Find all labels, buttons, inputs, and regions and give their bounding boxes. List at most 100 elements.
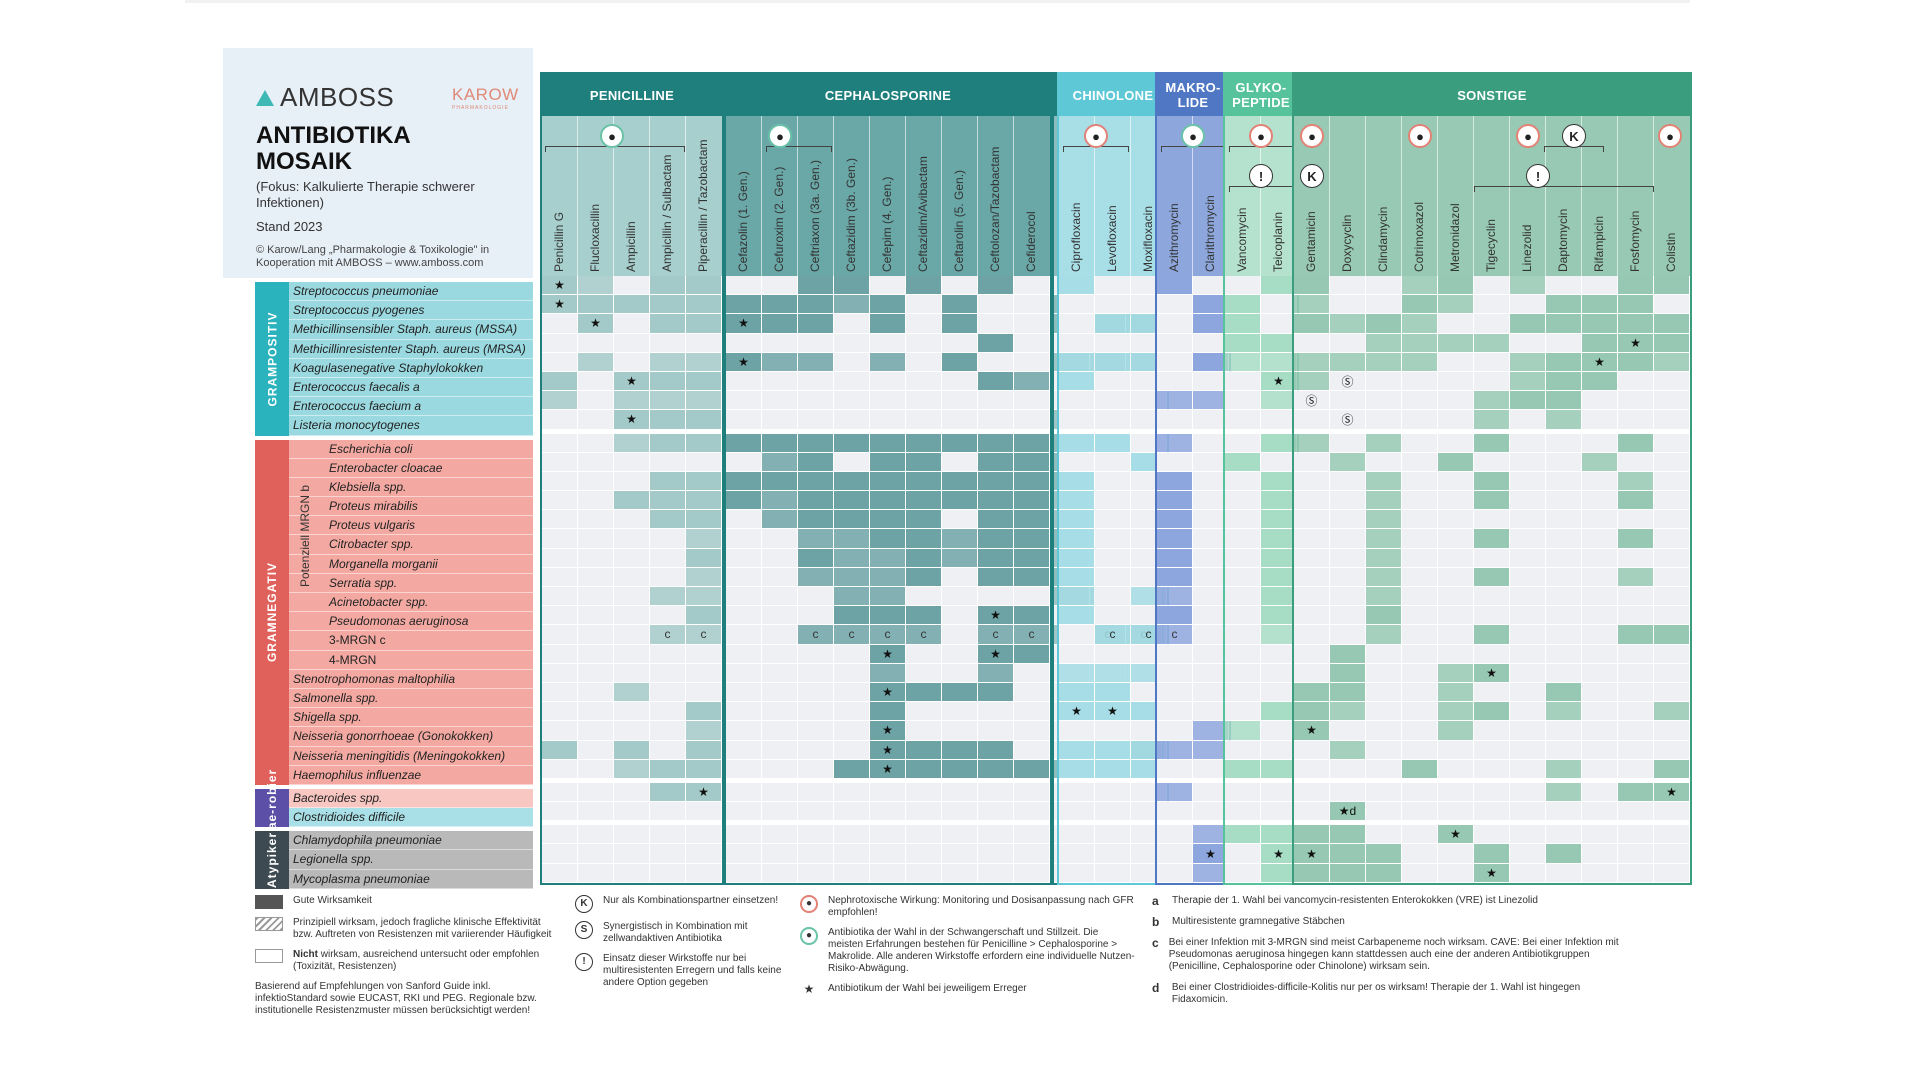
efficacy-cell [1157,759,1193,779]
efficacy-cell [1510,410,1546,430]
column-group-chinolone: CHINOLONE Ciprofloxacin Levofloxacin Moxifl… [1057,72,1169,885]
efficacy-cell [1654,587,1690,607]
efficacy-cell [650,721,686,741]
efficacy-cell [942,333,978,353]
efficacy-cell: c [1095,625,1131,645]
efficacy-cell [942,433,978,453]
efficacy-cell [978,314,1014,334]
efficacy-cell [834,844,870,864]
efficacy-cell [870,587,906,607]
karow-logo: KAROW PHARMAKOLOGIE [452,85,519,111]
efficacy-cell [1438,844,1474,864]
pathogen-label: Klebsiella spp. [289,477,533,498]
efficacy-cell [1330,548,1366,568]
efficacy-cell [1225,802,1261,822]
efficacy-cell [762,410,798,430]
row-group-name: GRAMNEGATIV [265,562,280,663]
efficacy-cell [1582,452,1618,472]
efficacy-cell [870,825,906,845]
efficacy-cell [1618,606,1654,626]
column-group-header: MAKRO-LIDE [1157,74,1229,116]
efficacy-cell [870,276,906,296]
pathogen-label: Enterobacter cloacae [289,458,533,478]
efficacy-cell [542,491,578,511]
table-row [1157,702,1229,722]
efficacy-cell [1014,782,1050,803]
efficacy-cell [1402,471,1438,492]
efficacy-cell [578,844,614,864]
efficacy-cell [578,510,614,530]
column-header: Cefazolin (1. Gen.) [726,116,762,276]
efficacy-cell [1402,759,1438,779]
efficacy-cell [1618,491,1654,511]
efficacy-cell [1546,625,1582,645]
efficacy-cell [726,295,762,315]
efficacy-cell [1366,314,1402,334]
efficacy-cell [1294,548,1330,568]
efficacy-cell [578,825,614,845]
efficacy-cell [906,391,942,411]
table-row [1157,352,1229,372]
efficacy-cell [1582,606,1618,626]
efficacy-cell [1225,276,1261,296]
table-row: ★ [542,314,722,334]
efficacy-cell [726,491,762,511]
efficacy-cell [762,371,798,392]
efficacy-cell [1510,548,1546,568]
efficacy-cell [1438,410,1474,430]
efficacy-cell [1654,863,1690,883]
efficacy-cell [798,682,834,703]
efficacy-cell [1546,391,1582,411]
bracket-divider [1474,186,1654,192]
efficacy-cell [942,782,978,803]
table-row [1059,276,1167,296]
efficacy-cell [1546,276,1582,296]
efficacy-cell [762,663,798,683]
efficacy-cell [1474,276,1510,296]
table-row: ★ [726,740,1050,760]
efficacy-cell [1095,782,1131,803]
table-row [1059,825,1167,845]
efficacy-cell [1366,759,1402,779]
efficacy-cell [906,721,942,741]
efficacy-cell [650,433,686,453]
efficacy-cell: ★d [1330,802,1366,822]
efficacy-cell [1014,825,1050,845]
page-title: ANTIBIOTIKA MOSAIK [256,123,533,175]
efficacy-cell [686,548,722,568]
efficacy-cell [762,740,798,760]
table-row [1059,314,1167,334]
efficacy-cell [942,314,978,334]
efficacy-cell [578,587,614,607]
table-row [1225,491,1297,511]
efficacy-cell [1059,606,1095,626]
efficacy-cell [1014,314,1050,334]
efficacy-cell [1618,391,1654,411]
efficacy-cell [1438,529,1474,549]
table-row [1157,567,1229,587]
efficacy-cell [1014,333,1050,353]
efficacy-cell [906,682,942,703]
efficacy-cell [1095,548,1131,568]
table-row: ★ [542,276,722,296]
efficacy-cell [1438,663,1474,683]
pathogen-label: Serratia spp. [289,573,533,593]
row-group-2: Anae-robier Bacteroides spp. Clostridioide… [255,769,533,847]
efficacy-cell [798,433,834,453]
efficacy-cell [906,740,942,760]
efficacy-cell [1654,802,1690,822]
efficacy-cell [1225,721,1261,741]
efficacy-cell [1474,295,1510,315]
efficacy-cell [1402,802,1438,822]
column-group-sonstige: SONSTIGE Gentamicin Doxycyclin Clindamycin C… [1292,72,1692,885]
efficacy-cell [614,491,650,511]
table-row [1225,452,1297,472]
efficacy-cell [978,529,1014,549]
table-row [1157,759,1229,779]
efficacy-cell [1618,452,1654,472]
table-row [1225,644,1297,664]
efficacy-cell [578,567,614,587]
pathogen-label: 3-MRGN c [289,631,533,651]
efficacy-cell [1510,644,1546,664]
efficacy-cell [1294,276,1330,296]
